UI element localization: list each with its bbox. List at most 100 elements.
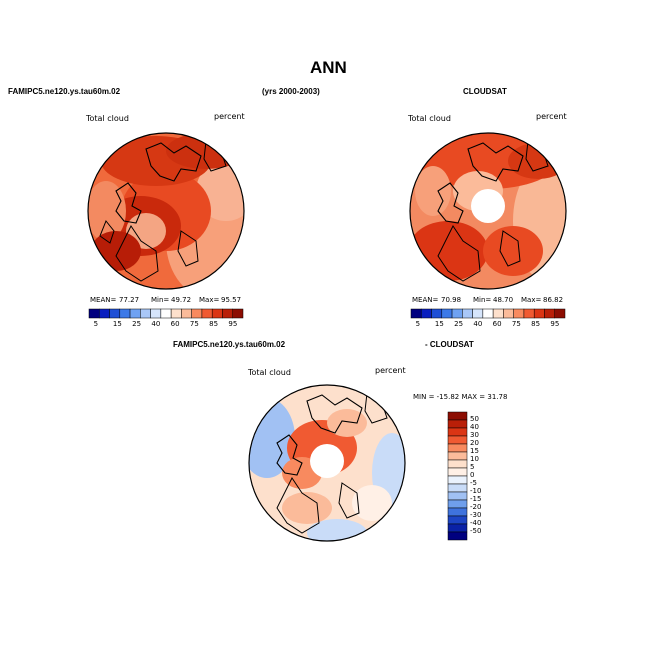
panel2-colorbar-swatch [513, 308, 525, 319]
diff-colorbar-tick: -50 [470, 527, 482, 535]
panel1-colorbar-swatch [119, 308, 131, 319]
panel1-variable-label: Total cloud [86, 114, 129, 123]
panel2-colorbar-ticks: 5 15 25 40 60 75 85 95 [411, 320, 565, 330]
panel1-colorbar-swatch [222, 308, 233, 319]
panel1-colorbar-tick: 95 [228, 320, 238, 328]
panel2-colorbar-swatch [554, 308, 566, 319]
panel1-colorbar-tick: 25 [132, 320, 142, 328]
diff-colorbar-tick: 0 [470, 471, 475, 479]
panel2-max-label: Max= [521, 296, 542, 304]
diff-colorbar-swatch [447, 507, 468, 517]
panel2-variable-label: Total cloud [408, 114, 451, 123]
diff-colorbar-tick: -5 [470, 479, 477, 487]
diff-colorbar-swatch [447, 483, 468, 493]
panel2-colorbar-tick: 95 [550, 320, 560, 328]
panel1-units-label: percent [214, 112, 245, 121]
panel1-max-value: 95.57 [221, 296, 242, 304]
diff-colorbar-tick: 20 [470, 439, 479, 447]
panel2-colorbar-swatch [544, 308, 555, 319]
diff-units-label: percent [375, 366, 406, 375]
diff-colorbar-swatch [447, 451, 468, 461]
panel1-colorbar-swatch [181, 308, 192, 319]
panel1-mean-label: MEAN= [90, 296, 117, 304]
diff-colorbar-tick: 30 [470, 431, 479, 439]
panel2-colorbar-tick: 85 [531, 320, 541, 328]
panel1-colorbar-swatch [109, 308, 121, 319]
diff-colorbar-swatch [447, 435, 468, 445]
diff-colorbar-swatch [447, 491, 468, 501]
diff-colorbar-swatch [447, 467, 468, 477]
diff-colorbar-ticks: 50 40 30 20 15 10 5 0 -5 -10 -15 -20 -30 -40 -50 [470, 412, 500, 540]
panel2-mean-label: MEAN= [412, 296, 439, 304]
panel2-colorbar-tick: 15 [434, 320, 444, 328]
panel2-colorbar-tick: 5 [415, 320, 421, 328]
panel2-colorbar-swatch [441, 308, 453, 319]
period-header: (yrs 2000-2003) [262, 87, 320, 96]
panel1-colorbar-tick: 60 [170, 320, 180, 328]
panel2-colorbar-tick: 25 [454, 320, 464, 328]
panel1-colorbar-tick: 40 [151, 320, 161, 328]
diff-model-header: FAMIPC5.ne120.ys.tau60m.02 [173, 340, 286, 349]
panel1-colorbar-swatch [129, 308, 141, 319]
panel2-colorbar-swatch [451, 308, 463, 319]
diff-colorbar-swatch [447, 499, 468, 509]
panel1-colorbar-swatch [160, 308, 172, 319]
panel1-colorbar-swatch [140, 308, 151, 319]
diff-obs-header: - CLOUDSAT [425, 340, 474, 349]
panel1-colorbar [88, 308, 244, 319]
page-title: ANN [310, 58, 347, 77]
panel1-colorbar-swatch [211, 308, 223, 319]
panel2-colorbar-swatch [523, 308, 535, 319]
panel2-colorbar [410, 308, 566, 319]
panel1-colorbar-ticks: 5 15 25 40 60 75 85 95 [89, 320, 243, 330]
panel2-colorbar-swatch [503, 308, 514, 319]
diff-colorbar-tick: -40 [470, 519, 482, 527]
diff-colorbar-swatch [447, 427, 468, 437]
panel2-colorbar-swatch [533, 308, 545, 319]
panel1-colorbar-swatch [191, 308, 203, 319]
panel2-colorbar-swatch [421, 308, 432, 319]
panel1-colorbar-swatch [88, 308, 100, 319]
diff-colorbar-swatch [447, 523, 468, 533]
diff-colorbar-swatch [447, 411, 468, 421]
diff-colorbar-tick: 50 [470, 415, 479, 423]
panel2-min-label: Min= [473, 296, 492, 304]
model-name-header: FAMIPC5.ne120.ys.tau60m.02 [8, 87, 121, 96]
panel2-colorbar-tick: 60 [492, 320, 502, 328]
panel2-colorbar-tick: 40 [473, 320, 483, 328]
panel1-min-label: Min= [151, 296, 170, 304]
panel1-colorbar-tick: 15 [112, 320, 122, 328]
panel1-polar-map [87, 132, 245, 290]
obs-name-header: CLOUDSAT [463, 87, 507, 96]
diff-variable-label: Total cloud [248, 368, 291, 377]
panel1-colorbar-swatch [232, 308, 244, 319]
panel1-colorbar-tick: 75 [189, 320, 199, 328]
panel1-min-value: 49.72 [171, 296, 192, 304]
diff-colorbar-tick: 40 [470, 423, 479, 431]
panel1-colorbar-swatch [201, 308, 213, 319]
panel2-colorbar-swatch [482, 308, 494, 319]
panel2-colorbar-tick: 75 [511, 320, 521, 328]
panel1-colorbar-tick: 5 [93, 320, 99, 328]
diff-polar-map [248, 384, 406, 542]
diff-colorbar-swatch [447, 531, 468, 541]
panel2-mean-value: 70.98 [441, 296, 462, 304]
diff-colorbar-tick: 5 [470, 463, 475, 471]
panel1-colorbar-swatch [99, 308, 110, 319]
panel2-min-value: 48.70 [493, 296, 514, 304]
diff-colorbar-tick: 15 [470, 447, 479, 455]
diff-colorbar-tick: -20 [470, 503, 482, 511]
panel1-mean-value: 77.27 [119, 296, 140, 304]
diff-minmax-label: MIN = -15.82 MAX = 31.78 [413, 393, 508, 401]
panel1-colorbar-swatch [170, 308, 182, 319]
diff-colorbar-swatch [447, 459, 468, 469]
diff-colorbar-swatch [447, 419, 468, 429]
panel2-colorbar-swatch [492, 308, 504, 319]
panel2-units-label: percent [536, 112, 567, 121]
diff-colorbar-tick: -30 [470, 511, 482, 519]
diff-colorbar-swatch [447, 475, 468, 485]
diff-colorbar [447, 411, 468, 541]
panel2-colorbar-swatch [410, 308, 422, 319]
panel1-colorbar-tick: 85 [209, 320, 219, 328]
panel1-colorbar-swatch [150, 308, 162, 319]
